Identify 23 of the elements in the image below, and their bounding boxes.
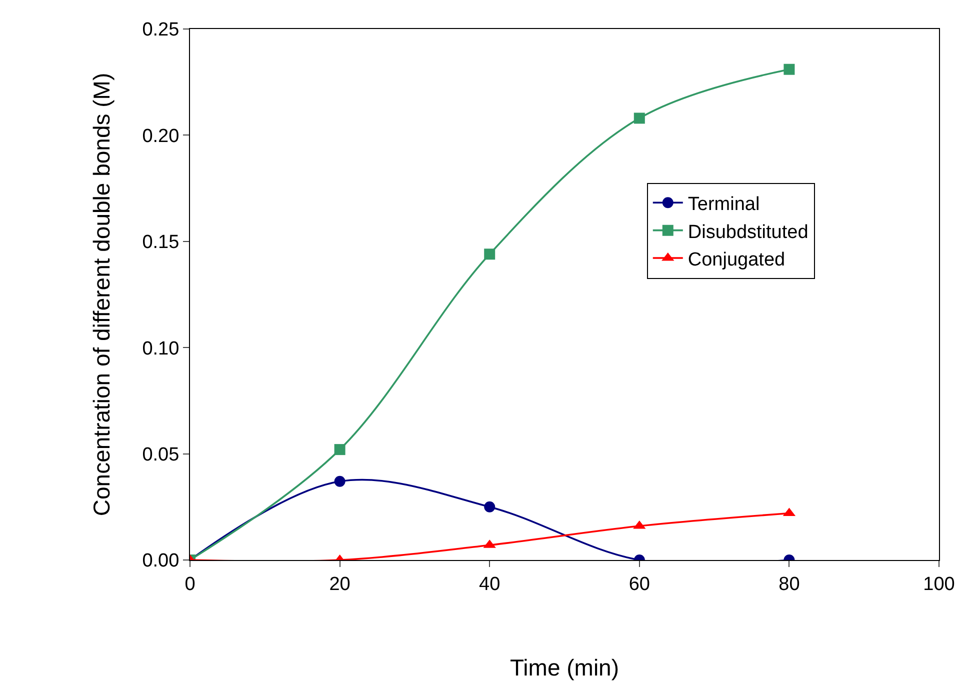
- legend-label: Terminal: [688, 194, 760, 216]
- x-tick-label: 0: [184, 574, 196, 595]
- y-tick-label: 0.10: [142, 338, 180, 360]
- point: [334, 476, 346, 487]
- point: [484, 501, 496, 512]
- x-tick-label: 80: [778, 574, 800, 595]
- point: [634, 112, 645, 124]
- x-tick-label: 60: [628, 574, 650, 595]
- y-axis-title: Concentration of different double bonds (M): [88, 72, 115, 516]
- x-tick-label: 20: [329, 574, 350, 595]
- y-tick-label: 0.20: [142, 126, 180, 147]
- legend-label: Conjugated: [688, 249, 786, 270]
- legend-label: Disubdstituted: [688, 222, 808, 243]
- point: [784, 64, 795, 75]
- y-tick-label: 0.15: [142, 232, 180, 254]
- y-tick-label: 0.05: [142, 444, 180, 466]
- y-tick-label: 0.00: [142, 550, 180, 572]
- point: [484, 248, 496, 260]
- x-tick-label: 40: [479, 574, 500, 595]
- x-axis-title: Time (min): [510, 654, 620, 680]
- point: [334, 444, 346, 456]
- y-tick-label: 0.25: [142, 20, 180, 41]
- x-tick-label: 100: [923, 574, 955, 595]
